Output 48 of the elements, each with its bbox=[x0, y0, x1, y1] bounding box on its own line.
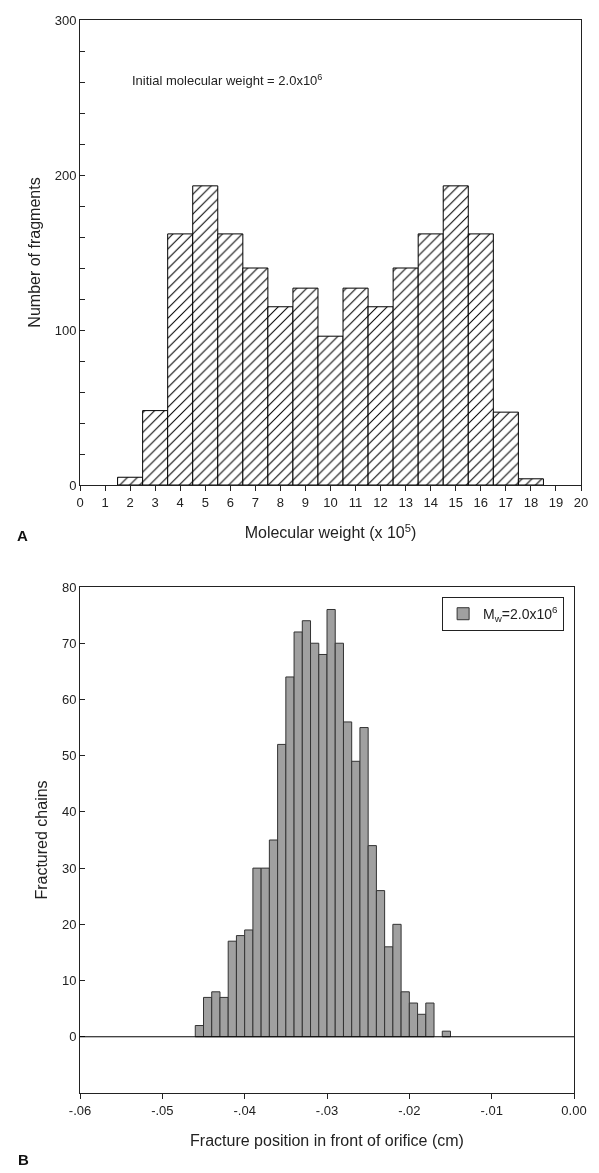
x-tick-label: 1 bbox=[101, 494, 109, 510]
x-tick-label: 4 bbox=[176, 494, 184, 510]
x-tick-label: 6 bbox=[226, 494, 234, 510]
x-tick-label: 8 bbox=[276, 494, 285, 510]
x-tick-label: 18 bbox=[523, 494, 539, 510]
x-axis-title: Molecular weight (x 10$^{5}$) bbox=[244, 521, 417, 542]
x-tick-label: -.06 bbox=[68, 1102, 92, 1118]
x-tick-label: 10 bbox=[323, 494, 338, 510]
y-tick-label: 0 bbox=[69, 477, 77, 493]
x-tick-label: 11 bbox=[348, 494, 363, 510]
y-tick-label: 30 bbox=[61, 860, 77, 876]
text: B bbox=[18, 1151, 29, 1168]
y-tick-label: 10 bbox=[61, 973, 77, 989]
y-tick-label: 300 bbox=[54, 12, 77, 28]
x-tick-label: 0.00 bbox=[561, 1102, 587, 1118]
y-tick-label: 50 bbox=[61, 748, 77, 764]
y-tick-label: 0 bbox=[69, 1029, 77, 1045]
x-tick-label: -.03 bbox=[315, 1102, 339, 1118]
y-tick-label: 40 bbox=[61, 804, 77, 820]
x-tick-label: 5 bbox=[201, 494, 209, 510]
x-tick-label: -.02 bbox=[398, 1102, 421, 1118]
y-tick-label: 80 bbox=[61, 579, 77, 595]
x-tick-label: 9 bbox=[301, 494, 310, 510]
x-tick-label: 15 bbox=[448, 494, 463, 510]
x-tick-label: -.01 bbox=[480, 1102, 503, 1118]
x-tick-label: 16 bbox=[473, 494, 489, 510]
x-tick-label: 7 bbox=[251, 494, 259, 510]
x-tick-label: 13 bbox=[398, 494, 413, 510]
x-axis-title: Fracture position in front of orifice (cm) bbox=[190, 1132, 464, 1150]
x-tick-label: 12 bbox=[373, 494, 388, 510]
x-tick-label: 3 bbox=[151, 494, 159, 510]
x-tick-label: 2 bbox=[126, 494, 134, 510]
x-tick-label: -.05 bbox=[151, 1102, 174, 1118]
y-axis-title: Number of fragments bbox=[25, 177, 43, 328]
text: A bbox=[17, 527, 28, 544]
y-axis-title: Fractured chains bbox=[32, 780, 50, 900]
x-tick-label: 20 bbox=[573, 494, 589, 510]
y-tick-label: 200 bbox=[54, 167, 77, 183]
x-tick-label: 14 bbox=[423, 494, 438, 510]
legend-label: M$_{w}$=2.0x10$^{6}$ bbox=[483, 604, 559, 625]
annotation: Initial molecular weight = 2.0x10$^{6}$ bbox=[132, 72, 323, 89]
y-tick-label: 100 bbox=[54, 322, 77, 338]
y-tick-label: 20 bbox=[61, 916, 77, 932]
x-tick-label: 19 bbox=[548, 494, 564, 510]
y-tick-label: 70 bbox=[61, 635, 77, 651]
y-tick-label: 60 bbox=[61, 691, 77, 707]
x-tick-label: -.04 bbox=[233, 1102, 256, 1118]
x-tick-label: 17 bbox=[498, 494, 514, 510]
